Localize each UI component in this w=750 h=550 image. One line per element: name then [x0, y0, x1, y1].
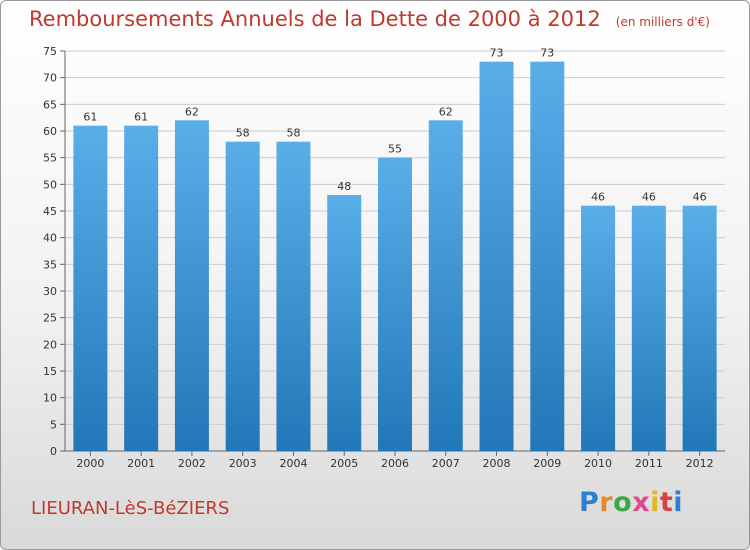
y-tick-label: 55	[43, 152, 57, 165]
logo-letter: x	[632, 487, 651, 518]
bar	[682, 205, 717, 451]
x-tick-label: 2006	[381, 457, 409, 470]
y-tick-label: 10	[43, 392, 57, 405]
y-tick-label: 70	[43, 72, 57, 85]
y-tick-label: 75	[43, 45, 57, 58]
x-tick-label: 2000	[76, 457, 104, 470]
bar-value-label: 73	[540, 47, 554, 60]
x-tick-label: 2008	[483, 457, 511, 470]
bar	[174, 120, 209, 451]
x-tick-label: 2009	[533, 457, 561, 470]
bar-value-label: 58	[236, 127, 250, 140]
chart-title: Remboursements Annuels de la Dette de 20…	[29, 7, 710, 31]
chart-title-main: Remboursements Annuels de la Dette de 20…	[29, 7, 601, 31]
bar	[530, 61, 565, 452]
bar-value-label: 62	[185, 105, 199, 118]
bar	[276, 141, 311, 451]
bar-value-label: 61	[134, 111, 148, 124]
bar	[631, 205, 666, 451]
logo-letter: P	[579, 487, 600, 518]
bar	[73, 125, 108, 452]
y-tick-label: 60	[43, 125, 57, 138]
x-tick-label: 2001	[127, 457, 155, 470]
commune-name: LIEURAN-LèS-BéZIERS	[31, 498, 230, 519]
y-tick-label: 25	[43, 312, 57, 325]
bar	[428, 120, 463, 451]
proxiti-logo: Proxiti	[579, 487, 683, 518]
bar	[225, 141, 260, 451]
chart-unit-note: (en milliers d'€)	[615, 15, 710, 29]
y-tick-label: 35	[43, 258, 57, 271]
bar-value-label: 46	[642, 191, 656, 204]
bar	[124, 125, 159, 452]
bar-value-label: 55	[388, 143, 402, 156]
bar	[378, 157, 412, 451]
logo-letter: i	[650, 487, 660, 518]
bar-value-label: 61	[83, 111, 97, 124]
bar-value-label: 73	[490, 47, 504, 60]
bar	[327, 195, 362, 451]
logo-letter: r	[599, 487, 614, 518]
y-tick-label: 45	[43, 205, 57, 218]
y-tick-label: 50	[43, 178, 57, 191]
logo-letter: i	[673, 487, 684, 518]
bar	[581, 205, 616, 451]
y-tick-label: 65	[43, 98, 57, 111]
bar-value-label: 62	[439, 105, 453, 118]
x-tick-label: 2005	[330, 457, 358, 470]
x-tick-label: 2007	[432, 457, 460, 470]
y-tick-label: 0	[50, 445, 57, 458]
x-tick-label: 2002	[178, 457, 206, 470]
bar-value-label: 46	[693, 191, 707, 204]
y-tick-label: 5	[50, 418, 57, 431]
x-tick-label: 2010	[584, 457, 612, 470]
logo-letter: t	[659, 487, 674, 518]
x-tick-label: 2012	[686, 457, 714, 470]
y-tick-label: 40	[43, 232, 57, 245]
y-tick-label: 20	[43, 338, 57, 351]
x-tick-label: 2011	[635, 457, 663, 470]
y-tick-label: 15	[43, 365, 57, 378]
bar	[479, 61, 514, 452]
bar-value-label: 58	[286, 127, 300, 140]
x-tick-label: 2004	[279, 457, 307, 470]
bar-value-label: 48	[337, 180, 351, 193]
bar-value-label: 46	[591, 191, 605, 204]
logo-letter: o	[613, 487, 633, 518]
y-tick-label: 30	[43, 285, 57, 298]
x-tick-label: 2003	[229, 457, 257, 470]
